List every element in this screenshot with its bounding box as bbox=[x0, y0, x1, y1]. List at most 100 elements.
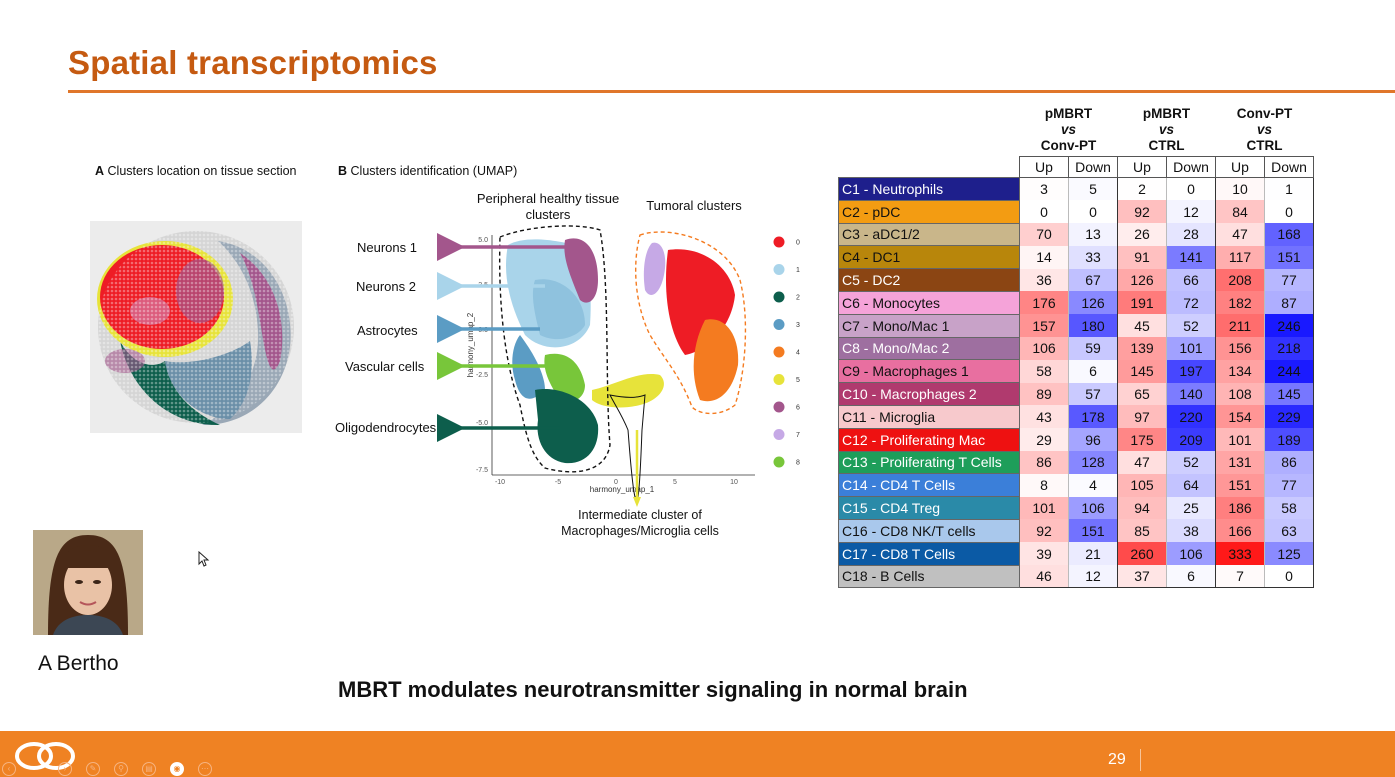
cell-label-neurons-2: Neurons 2 bbox=[356, 279, 416, 294]
up-count-cell: 175 bbox=[1117, 428, 1167, 452]
up-count-cell: 186 bbox=[1215, 496, 1265, 520]
more-options-icon[interactable]: ⋯ bbox=[198, 762, 212, 776]
up-count-cell: 260 bbox=[1117, 542, 1167, 566]
previous-slide-icon[interactable]: ‹ bbox=[2, 762, 16, 776]
cell-label-astrocytes: Astrocytes bbox=[357, 323, 418, 338]
up-count-cell: 101 bbox=[1019, 496, 1069, 520]
presenter-video-thumbnail bbox=[33, 530, 143, 635]
legend-swatch bbox=[773, 456, 785, 468]
tumoral-clusters-label: Tumoral clusters bbox=[646, 198, 742, 213]
down-count-cell: 128 bbox=[1068, 451, 1118, 474]
up-count-cell: 85 bbox=[1117, 519, 1167, 543]
down-count-cell: 151 bbox=[1068, 519, 1118, 543]
panel-a-letter: A bbox=[95, 164, 105, 178]
cell-label-neurons-1: Neurons 1 bbox=[357, 240, 417, 255]
up-count-cell: 117 bbox=[1215, 245, 1265, 269]
legend-label: 7 bbox=[796, 432, 800, 439]
up-count-cell: 92 bbox=[1019, 519, 1069, 543]
down-count-cell: 72 bbox=[1166, 291, 1216, 315]
up-count-cell: 43 bbox=[1019, 405, 1069, 429]
up-count-cell: 70 bbox=[1019, 223, 1069, 246]
cluster-legend: 0 1 2 3 4 5 6 7 8 bbox=[773, 236, 800, 468]
y-tick: -7.5 bbox=[476, 467, 488, 474]
table-row: C10 - Macrophages 2 89 57 65 140 108 145 bbox=[838, 382, 1314, 406]
cluster-name-cell: C15 - CD4 Treg bbox=[838, 496, 1020, 520]
cluster-name-cell: C16 - CD8 NK/T cells bbox=[838, 518, 1020, 543]
legend-label: 6 bbox=[796, 405, 800, 412]
camera-icon[interactable]: ◉ bbox=[170, 762, 184, 776]
panel-b-letter: B bbox=[338, 164, 348, 178]
down-count-cell: 145 bbox=[1264, 382, 1314, 406]
page-number-divider bbox=[1140, 749, 1141, 771]
pen-tool-icon[interactable]: ✎ bbox=[86, 762, 100, 776]
legend-swatch bbox=[773, 236, 785, 248]
down-count-cell: 38 bbox=[1166, 519, 1216, 543]
x-axis-label: harmony_umap_1 bbox=[590, 485, 655, 494]
table-row: C12 - Proliferating Mac 29 96 175 209 101 189 bbox=[838, 427, 1314, 452]
x-tick: -5 bbox=[555, 479, 561, 486]
up-count-cell: 108 bbox=[1215, 382, 1265, 406]
up-count-cell: 333 bbox=[1215, 542, 1265, 566]
umap-clusters bbox=[505, 238, 739, 464]
up-count-cell: 86 bbox=[1019, 451, 1069, 474]
cluster-name-cell: C17 - CD8 T Cells bbox=[838, 541, 1020, 566]
legend-swatch bbox=[773, 401, 785, 413]
header-up: Up bbox=[1019, 156, 1069, 178]
down-count-cell: 101 bbox=[1166, 337, 1216, 360]
table-row: C4 - DC1 14 33 91 141 117 151 bbox=[838, 245, 1314, 270]
cluster-name-cell: C13 - Proliferating T Cells bbox=[838, 450, 1020, 475]
down-count-cell: 66 bbox=[1166, 268, 1216, 292]
table-row: C16 - CD8 NK/T cells 92 151 85 38 166 63 bbox=[838, 518, 1314, 543]
comparison-vs: vs bbox=[1060, 122, 1077, 137]
up-count-cell: 3 bbox=[1019, 177, 1069, 201]
down-count-cell: 4 bbox=[1068, 473, 1118, 497]
table-row: C5 - DC2 36 67 126 66 208 77 bbox=[838, 268, 1314, 292]
up-count-cell: 2 bbox=[1117, 177, 1167, 201]
healthy-clusters-label: Peripheral healthy tissue bbox=[477, 191, 619, 206]
up-count-cell: 208 bbox=[1215, 268, 1265, 292]
down-count-cell: 0 bbox=[1068, 200, 1118, 224]
legend-label: 4 bbox=[796, 350, 800, 357]
header-spacer bbox=[839, 157, 1020, 178]
header-down: Down bbox=[1166, 156, 1216, 178]
header-down: Down bbox=[1264, 156, 1314, 178]
down-count-cell: 13 bbox=[1068, 223, 1118, 246]
slide-subtitle: MBRT modulates neurotransmitter signalin… bbox=[338, 677, 968, 702]
down-count-cell: 21 bbox=[1068, 542, 1118, 566]
up-count-cell: 97 bbox=[1117, 405, 1167, 429]
legend-label: 0 bbox=[796, 240, 800, 247]
table-row: C11 - Microglia 43 178 97 220 154 229 bbox=[838, 404, 1314, 429]
comparison-ref: CTRL bbox=[1148, 138, 1185, 153]
cluster-name-cell: C2 - pDC bbox=[838, 199, 1020, 224]
subtitles-icon[interactable]: ▤ bbox=[142, 762, 156, 776]
legend-label: 5 bbox=[796, 377, 800, 384]
up-count-cell: 101 bbox=[1215, 428, 1265, 452]
down-count-cell: 197 bbox=[1166, 359, 1216, 383]
comparison-header: Conv-PT vs CTRL bbox=[1216, 106, 1314, 157]
de-genes-table-wrap: pMBRT vs Conv-PT pMBRT vs CTRL Conv-PT v… bbox=[838, 106, 1314, 589]
down-count-cell: 180 bbox=[1068, 314, 1118, 338]
zoom-icon[interactable]: ⚲ bbox=[114, 762, 128, 776]
cluster-name-cell: C3 - aDC1/2 bbox=[838, 222, 1020, 247]
up-count-cell: 36 bbox=[1019, 268, 1069, 292]
up-count-cell: 166 bbox=[1215, 519, 1265, 543]
down-count-cell: 67 bbox=[1068, 268, 1118, 292]
up-count-cell: 14 bbox=[1019, 245, 1069, 269]
cell-label-oligodendrocytes: Oligodendrocytes bbox=[335, 420, 437, 435]
cluster-name-cell: C9 - Macrophages 1 bbox=[838, 359, 1020, 384]
down-count-cell: 168 bbox=[1264, 223, 1314, 246]
table-row: C18 - B Cells 46 12 37 6 7 0 bbox=[838, 564, 1314, 589]
legend-swatch bbox=[773, 346, 785, 358]
down-count-cell: 246 bbox=[1264, 314, 1314, 338]
down-count-cell: 96 bbox=[1068, 428, 1118, 452]
legend-swatch bbox=[773, 291, 785, 303]
legend-label: 1 bbox=[796, 267, 800, 274]
up-count-cell: 211 bbox=[1215, 314, 1265, 338]
up-count-cell: 26 bbox=[1117, 223, 1167, 246]
down-count-cell: 52 bbox=[1166, 314, 1216, 338]
next-slide-icon[interactable]: › bbox=[58, 762, 72, 776]
header-down: Down bbox=[1068, 156, 1118, 178]
down-count-cell: 28 bbox=[1166, 223, 1216, 246]
down-count-cell: 12 bbox=[1068, 565, 1118, 589]
cluster-name-cell: C10 - Macrophages 2 bbox=[838, 382, 1020, 406]
